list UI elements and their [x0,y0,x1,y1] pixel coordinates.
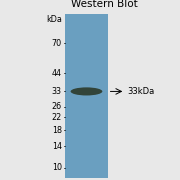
Text: 33: 33 [52,87,62,96]
Text: 44: 44 [52,69,62,78]
Text: kDa: kDa [46,15,62,24]
Text: 10: 10 [52,163,62,172]
Text: 33kDa: 33kDa [127,87,154,96]
Text: 22: 22 [51,113,62,122]
Text: 14: 14 [52,142,62,151]
Text: Western Blot: Western Blot [71,0,138,8]
Text: 18: 18 [52,126,62,135]
Text: 26: 26 [52,102,62,111]
Bar [65,14,108,178]
Text: 70: 70 [52,39,62,48]
Ellipse shape [71,87,102,95]
